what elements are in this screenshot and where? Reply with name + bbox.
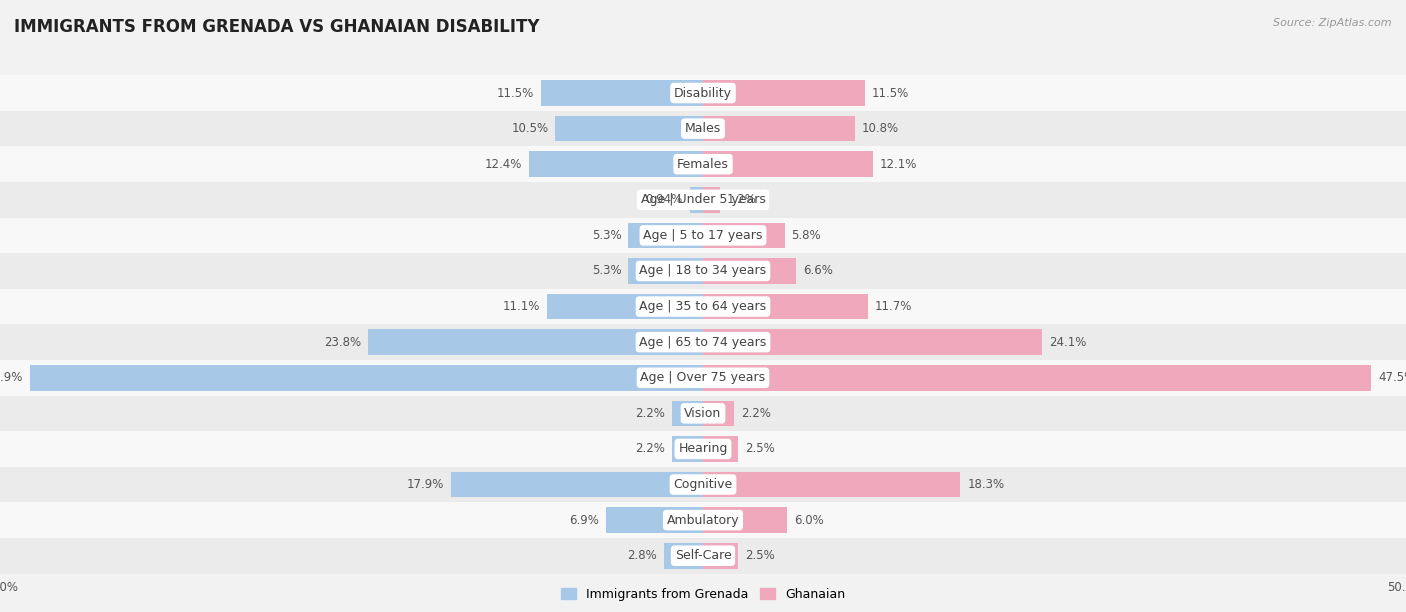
Text: 17.9%: 17.9%: [406, 478, 444, 491]
Bar: [703, 151, 873, 177]
Bar: [703, 187, 720, 212]
Bar: [0, 289, 1406, 324]
Bar: [30, 365, 703, 390]
Text: 5.3%: 5.3%: [592, 264, 621, 277]
Text: 2.2%: 2.2%: [741, 407, 770, 420]
Text: Disability: Disability: [673, 86, 733, 100]
Text: Age | 18 to 34 years: Age | 18 to 34 years: [640, 264, 766, 277]
Text: 1.2%: 1.2%: [727, 193, 756, 206]
Bar: [368, 329, 703, 355]
Legend: Immigrants from Grenada, Ghanaian: Immigrants from Grenada, Ghanaian: [555, 583, 851, 606]
Bar: [529, 151, 703, 177]
Text: 5.8%: 5.8%: [792, 229, 821, 242]
Bar: [0, 253, 1406, 289]
Bar: [0, 360, 1406, 395]
Text: 11.5%: 11.5%: [872, 86, 908, 100]
Text: Hearing: Hearing: [678, 442, 728, 455]
Text: 47.5%: 47.5%: [1378, 371, 1406, 384]
Text: Age | 65 to 74 years: Age | 65 to 74 years: [640, 335, 766, 349]
Text: 23.8%: 23.8%: [325, 335, 361, 349]
Bar: [664, 543, 703, 569]
Bar: [0, 111, 1406, 146]
Bar: [703, 507, 787, 533]
Text: 10.8%: 10.8%: [862, 122, 898, 135]
Bar: [547, 294, 703, 319]
Text: 2.5%: 2.5%: [745, 549, 775, 562]
Text: 11.7%: 11.7%: [875, 300, 912, 313]
Text: Age | 35 to 64 years: Age | 35 to 64 years: [640, 300, 766, 313]
Bar: [672, 400, 703, 426]
Text: Cognitive: Cognitive: [673, 478, 733, 491]
Text: Age | Over 75 years: Age | Over 75 years: [641, 371, 765, 384]
Text: 47.9%: 47.9%: [0, 371, 22, 384]
Bar: [0, 467, 1406, 502]
Bar: [703, 116, 855, 141]
Bar: [703, 258, 796, 284]
Text: 10.5%: 10.5%: [512, 122, 548, 135]
Text: 6.9%: 6.9%: [569, 513, 599, 526]
Bar: [628, 223, 703, 248]
Text: 12.1%: 12.1%: [880, 158, 918, 171]
Bar: [690, 187, 703, 212]
Text: Vision: Vision: [685, 407, 721, 420]
Bar: [703, 543, 738, 569]
Bar: [703, 472, 960, 498]
Bar: [703, 80, 865, 106]
Bar: [703, 436, 738, 461]
Text: Age | 5 to 17 years: Age | 5 to 17 years: [644, 229, 762, 242]
Bar: [0, 538, 1406, 573]
Bar: [703, 294, 868, 319]
Bar: [0, 75, 1406, 111]
Text: Source: ZipAtlas.com: Source: ZipAtlas.com: [1274, 18, 1392, 28]
Bar: [628, 258, 703, 284]
Text: 2.8%: 2.8%: [627, 549, 657, 562]
Text: Ambulatory: Ambulatory: [666, 513, 740, 526]
Text: 6.0%: 6.0%: [794, 513, 824, 526]
Bar: [703, 400, 734, 426]
Bar: [606, 507, 703, 533]
Text: 11.1%: 11.1%: [502, 300, 540, 313]
Text: 2.2%: 2.2%: [636, 442, 665, 455]
Text: 2.2%: 2.2%: [636, 407, 665, 420]
Text: 11.5%: 11.5%: [498, 86, 534, 100]
Text: Males: Males: [685, 122, 721, 135]
Text: Age | Under 5 years: Age | Under 5 years: [641, 193, 765, 206]
Bar: [0, 502, 1406, 538]
Bar: [703, 329, 1042, 355]
Bar: [0, 182, 1406, 218]
Text: Self-Care: Self-Care: [675, 549, 731, 562]
Text: 5.3%: 5.3%: [592, 229, 621, 242]
Text: 18.3%: 18.3%: [967, 478, 1004, 491]
Bar: [0, 395, 1406, 431]
Text: 12.4%: 12.4%: [484, 158, 522, 171]
Bar: [703, 223, 785, 248]
Bar: [0, 146, 1406, 182]
Bar: [0, 431, 1406, 467]
Bar: [0, 218, 1406, 253]
Bar: [703, 365, 1371, 390]
Text: 6.6%: 6.6%: [803, 264, 832, 277]
Text: 2.5%: 2.5%: [745, 442, 775, 455]
Text: 0.94%: 0.94%: [645, 193, 683, 206]
Text: IMMIGRANTS FROM GRENADA VS GHANAIAN DISABILITY: IMMIGRANTS FROM GRENADA VS GHANAIAN DISA…: [14, 18, 540, 36]
Bar: [0, 324, 1406, 360]
Text: Females: Females: [678, 158, 728, 171]
Bar: [555, 116, 703, 141]
Bar: [451, 472, 703, 498]
Bar: [541, 80, 703, 106]
Bar: [672, 436, 703, 461]
Text: 24.1%: 24.1%: [1049, 335, 1087, 349]
